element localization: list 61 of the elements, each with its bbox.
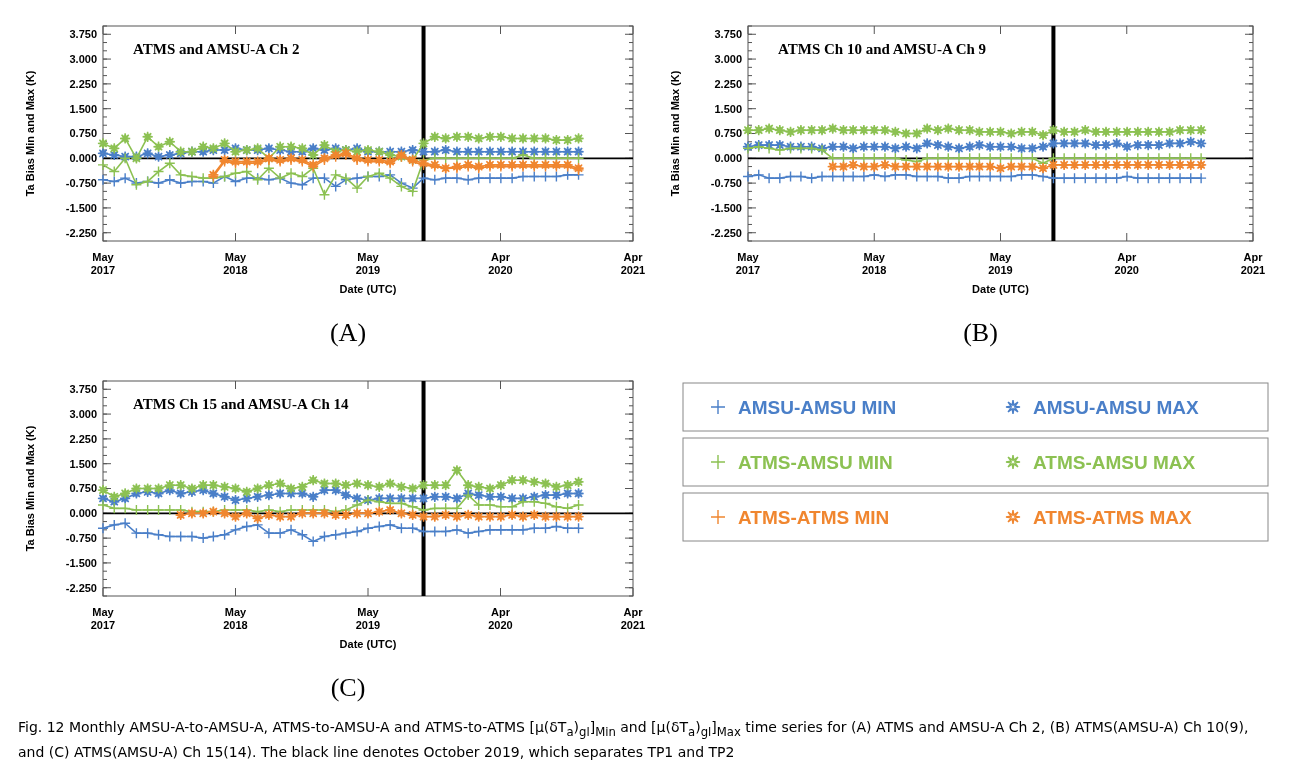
y-tick-label: -1.500	[710, 201, 742, 214]
x-tick-label: May 2019	[988, 251, 1013, 276]
y-tick-label: 0.750	[69, 127, 97, 140]
y-tick-label: 3.750	[69, 28, 97, 41]
y-axis-title: Ta Bias Min and Max (K)	[24, 70, 36, 197]
y-tick-label: 0.000	[69, 152, 97, 165]
x-tick-label: Apr 2021	[620, 606, 646, 631]
x-tick-label: May 2018	[223, 251, 248, 276]
x-axis-title: Date (UTC)	[339, 283, 397, 295]
y-tick-label: 0.750	[69, 482, 97, 495]
legend-label: ATMS-AMSU MIN	[738, 451, 893, 473]
text: (A)	[329, 318, 367, 347]
y-tick-label: 3.750	[69, 383, 97, 396]
x-tick-label: Apr 2020	[1114, 251, 1139, 276]
y-tick-label: 3.750	[714, 28, 742, 41]
x-axis-title: Date (UTC)	[339, 638, 397, 650]
legend-label: ATMS-AMSU MAX	[1033, 451, 1196, 473]
y-tick-label: -1.500	[65, 556, 97, 569]
x-tick-label: May 2019	[355, 606, 381, 631]
legend-label: ATMS-ATMS MAX	[1033, 506, 1192, 528]
y-tick-label: -0.750	[710, 176, 742, 189]
text: ATMS Ch 15 and AMSU-A Ch 14	[133, 396, 350, 412]
legend-label: AMSU-AMSU MAX	[1033, 396, 1200, 418]
y-tick-label: -0.750	[65, 176, 97, 189]
x-tick-label: Apr 2021	[1240, 251, 1266, 276]
x-axis-title: Date (UTC)	[972, 283, 1030, 295]
y-axis-title: Ta Bias Min and Max (K)	[669, 70, 681, 197]
text: (B)	[963, 318, 998, 347]
x-tick-label: Apr 2020	[488, 606, 513, 631]
text: ATMS and AMSU-A Ch 2	[133, 41, 300, 57]
x-tick-label: May 2017	[90, 606, 116, 631]
y-tick-label: 1.500	[69, 457, 97, 470]
y-tick-label: -2.250	[65, 581, 97, 594]
y-tick-label: 1.500	[69, 102, 97, 115]
y-tick-label: 1.500	[714, 102, 742, 115]
text: ATMS Ch 10 and AMSU-A Ch 9	[778, 41, 987, 57]
x-tick-label: May 2018	[862, 251, 887, 276]
x-tick-label: May 2017	[735, 251, 761, 276]
y-tick-label: 0.750	[714, 127, 742, 140]
legend-label: ATMS-ATMS MIN	[738, 506, 890, 528]
y-tick-label: -0.750	[65, 531, 97, 544]
x-tick-label: May 2018	[223, 606, 248, 631]
y-tick-label: 2.250	[69, 432, 97, 445]
y-axis-title: Ta Bias Min and Max (K)	[24, 425, 36, 552]
y-tick-label: 2.250	[714, 77, 742, 90]
text: Fig. 12 Monthly AMSU-A-to-AMSU-A, ATMS-to-AMSU-A and ATMS-to-ATMS [μ(δT$_{a}$)$_{gl}$]$_{Min}$ and [μ(δT$_{a}$)$_{gl}$]$_{Max}$ time series for (A) ATMS and AMSU-A Ch 2, (B) ATMS(AMSU-A) Ch 10(9), and (C) ATMS(AMSU-A) Ch 15(14). The black line denotes October 2019, which separates TP1 and TP2	[18, 719, 1249, 760]
y-tick-label: 3.000	[69, 52, 97, 65]
y-tick-label: -2.250	[65, 226, 97, 239]
y-tick-label: 2.250	[69, 77, 97, 90]
y-tick-label: 0.000	[69, 507, 97, 520]
y-tick-label: -2.250	[710, 226, 742, 239]
x-tick-label: Apr 2021	[620, 251, 646, 276]
y-tick-label: 3.000	[714, 52, 742, 65]
y-tick-label: -1.500	[65, 201, 97, 214]
legend-label: AMSU-AMSU MIN	[738, 396, 897, 418]
x-tick-label: May 2019	[355, 251, 381, 276]
text: (C)	[330, 673, 366, 702]
x-tick-label: Apr 2020	[488, 251, 513, 276]
y-tick-label: 3.000	[69, 407, 97, 420]
y-tick-label: 0.000	[714, 152, 742, 165]
x-tick-label: May 2017	[90, 251, 116, 276]
